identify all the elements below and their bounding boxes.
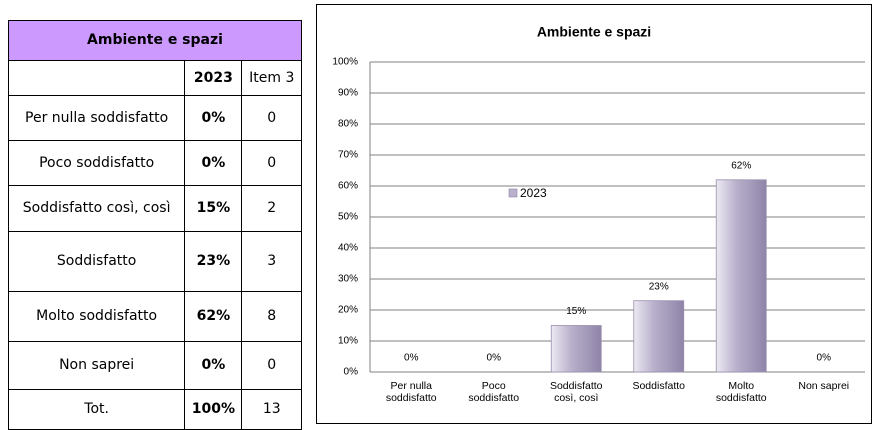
data-label: 62% [731,160,751,171]
y-tick-label: 100% [332,57,358,68]
column-header: 2023 [184,60,243,96]
data-label: 0% [817,353,832,364]
table-cell: 23% [184,231,243,292]
y-tick-label: 50% [338,212,358,223]
table-cell: 0 [241,341,302,390]
y-tick-label: 40% [338,243,358,254]
data-table: Ambiente e spazi 2023 Item 3 Per nulla sodd… [7,20,302,430]
data-label: 23% [649,281,669,292]
y-tick-label: 90% [338,88,358,99]
x-tick-label: Poco soddisfatto [468,380,520,404]
bar [715,179,767,373]
table-cell: 0 [241,140,302,186]
column-row: 2023 Item 3 [7,60,302,96]
table-title: Ambiente e spazi [8,20,302,61]
table-cell: 15% [184,185,243,232]
table-cell: 0 [241,95,302,141]
table-cell: 0% [184,341,243,390]
chart: Ambiente e spazi 0% 10% 20% 30% 40% 50% 60% 70%… [332,24,865,378]
y-tick-label: 70% [338,150,358,161]
table-cell: 3 [241,231,302,292]
page: Ambiente e spazi 2023 Item 3 Per nulla sodd… [7,4,872,430]
bar [633,300,685,373]
table-cell: Poco soddisfatto [7,140,186,186]
table-cell: 62% [184,291,243,342]
x-tick-label: Non saprei [798,380,850,392]
y-tick-label: 0% [344,367,359,378]
y-tick-label: 80% [338,119,358,130]
table-row: Non saprei 0% 0 [7,341,302,390]
data-label: 0% [487,353,502,364]
x-tick-label: Per nulla soddisfatto [385,380,437,404]
table-cell: 0% [184,95,243,141]
table-cell: 2 [241,185,302,232]
y-tick-label: 20% [338,305,358,316]
table-cell: 8 [241,291,302,342]
legend-label: 2023 [520,186,547,200]
chart-title: Ambiente e spazi [537,24,651,40]
table-row: Per nulla soddisfatto 0% 0 [7,95,302,141]
column-header: Item 3 [241,60,302,96]
table-row: Soddisfatto così, così 15% 2 [7,185,302,232]
bar [550,325,602,373]
table-cell: Molto soddisfatto [7,291,186,342]
x-tick-label: Molto soddisfatto [715,380,767,404]
table-row: Molto soddisfatto 62% 8 [7,291,302,342]
y-tick-label: 60% [338,181,358,192]
x-tick-label: Soddisfatto [632,380,686,392]
y-tick-label: 30% [338,274,358,285]
table-cell: 0% [184,140,243,186]
table-row: Soddisfatto 23% 3 [7,231,302,292]
table-cell: Soddisfatto [7,231,186,292]
data-label: 0% [404,353,419,364]
legend-swatch [508,188,518,198]
x-tick-label: Soddisfatto così, così [549,380,603,404]
table-row: Poco soddisfatto 0% 0 [7,140,302,186]
y-tick-label: 10% [338,336,358,347]
header-row: Ambiente e spazi [8,20,302,61]
data-label: 15% [566,306,586,317]
